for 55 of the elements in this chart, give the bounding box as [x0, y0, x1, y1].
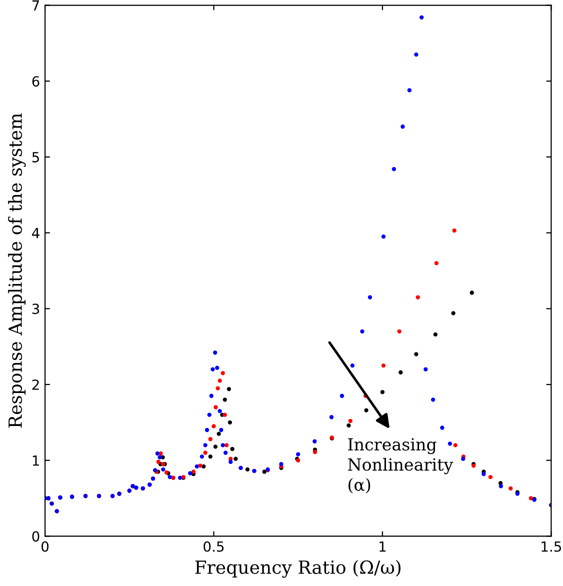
- point: [230, 446, 234, 452]
- y-tick-label: 4: [32, 228, 40, 238]
- point: [452, 228, 456, 233]
- point: [508, 486, 513, 490]
- point: [453, 443, 458, 448]
- y-axis-title: Response Amplitude of the system: [8, 113, 26, 428]
- point: [216, 386, 220, 390]
- point: [434, 261, 439, 266]
- point: [470, 290, 474, 295]
- point: [433, 332, 438, 337]
- point: [262, 470, 266, 474]
- point: [224, 443, 229, 448]
- point: [348, 418, 352, 423]
- point: [381, 363, 386, 368]
- annotation: Increasing Nonlinearity (α): [348, 438, 454, 494]
- point: [364, 408, 368, 412]
- point: [528, 496, 534, 500]
- point: [191, 470, 196, 474]
- point: [380, 390, 385, 394]
- point: [218, 378, 222, 383]
- point: [222, 398, 227, 402]
- point: [245, 467, 250, 472]
- point: [398, 370, 403, 374]
- point: [203, 450, 208, 455]
- point: [222, 412, 227, 417]
- y-tick-label: 3: [32, 304, 40, 314]
- point: [488, 474, 493, 480]
- point: [156, 460, 160, 464]
- point: [212, 424, 216, 428]
- point: [214, 405, 218, 410]
- y-tick-label: 0: [32, 531, 40, 542]
- point: [397, 329, 402, 334]
- point: [216, 432, 221, 436]
- point: [226, 386, 232, 392]
- y-tick-label: 7: [32, 0, 39, 11]
- y-tick-label: 1: [32, 455, 39, 466]
- point: [234, 456, 238, 461]
- x-tick-label: 0: [42, 541, 49, 552]
- x-axis-title: Frequency Ratio (Ω/ω): [195, 560, 401, 578]
- x-tick-label: 1: [380, 541, 386, 552]
- y-tick-label: 5: [32, 152, 39, 162]
- point: [416, 295, 420, 300]
- x-tick-label: 1.5: [542, 541, 562, 552]
- point: [220, 371, 225, 376]
- y-tick-label: 6: [32, 76, 40, 87]
- point: [312, 450, 318, 454]
- y-tick-label: 2: [32, 379, 39, 390]
- point: [346, 423, 351, 428]
- point: [414, 352, 418, 356]
- point: [208, 437, 212, 442]
- x-tick-label: 0.5: [204, 541, 224, 552]
- point: [208, 454, 212, 459]
- point: [228, 420, 232, 425]
- point: [451, 311, 456, 316]
- point: [213, 444, 218, 449]
